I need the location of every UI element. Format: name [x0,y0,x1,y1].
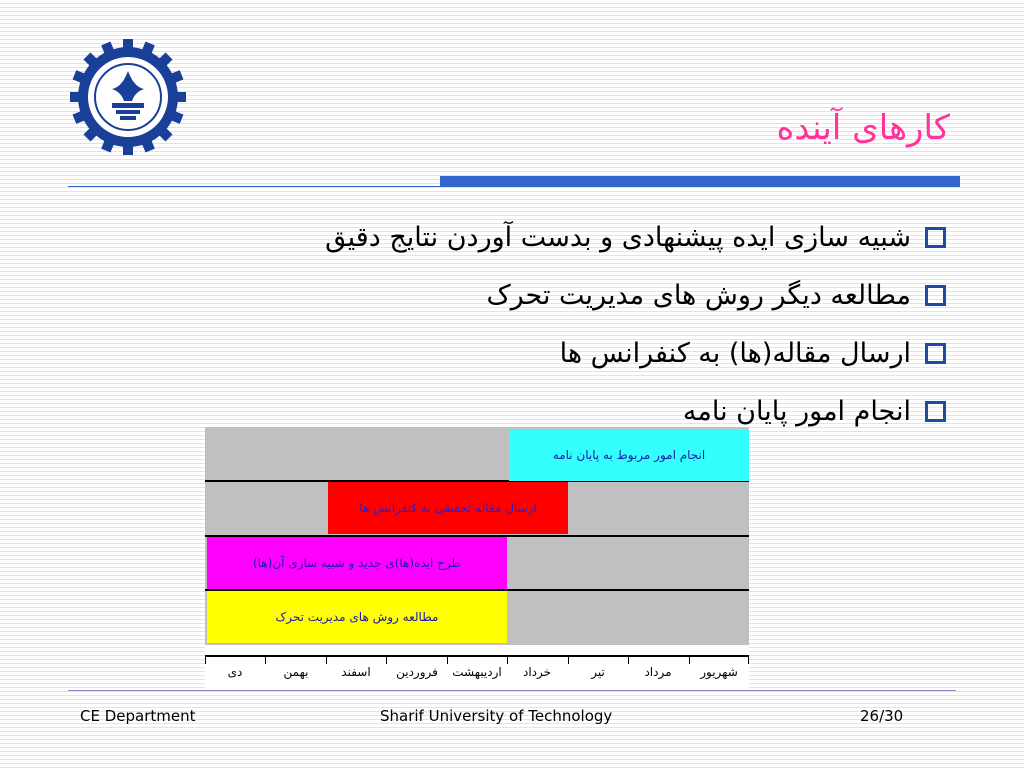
gantt-month-label: بهمن [283,665,309,679]
gantt-row-divider [205,480,749,482]
bullet-item: ارسال مقاله(ها) به کنفرانس ها [325,324,946,382]
gantt-month-tick [628,655,629,664]
footer-rule [68,690,956,691]
university-logo [68,37,188,157]
square-bullet-icon [925,226,946,248]
gantt-month-tick [568,655,569,664]
gantt-row-divider [205,589,749,591]
gantt-month-label: اردیبهشت [452,665,502,679]
gantt-month-label: مرداد [644,665,672,679]
gantt-chart: دی بهمن اسفند فروردین اردیبهشت خرداد تیر مرداد ش… [205,427,749,689]
title-rule-thick [440,176,960,187]
footer-page-number: 26/30 [860,707,904,725]
square-bullet-icon [925,400,946,422]
gantt-task-label: مطالعه روش های مدیریت تحرک [275,610,439,624]
gantt-month-label: تیر [591,665,605,679]
gantt-row-divider [205,535,749,537]
footer-university: Sharif University of Technology [380,707,613,725]
gantt-task-label: ارسال مقاله تحقیقی به کنفرانس ها [359,501,537,515]
bullet-text: مطالعه دیگر روش های مدیریت تحرک [486,279,911,311]
footer-department: CE Department [80,707,196,725]
gantt-month-label: فروردین [396,665,438,679]
gantt-month-tick [326,655,327,664]
gantt-month-tick [265,655,266,664]
gantt-month-label: شهریور [700,665,738,679]
gantt-task-bar: ارسال مقاله تحقیقی به کنفرانس ها [328,482,568,534]
bullet-text: ارسال مقاله(ها) به کنفرانس ها [559,337,911,369]
gantt-month-tick [507,655,508,664]
gantt-month-label: اسفند [341,665,371,679]
bullet-list: شبیه سازی ایده پیشنهادی و بدست آوردن نتا… [325,208,946,440]
gantt-task-label: طرح ایده(ها)ی جدید و شبیه سازی آن(ها) [252,556,462,570]
gantt-task-label: انجام امور مربوط به پایان نامه [552,448,706,462]
gantt-month-tick [748,655,749,664]
bullet-item: انجام امور پایان نامه [325,382,946,440]
gantt-month-label: خرداد [522,665,552,679]
gantt-task-bar: مطالعه روش های مدیریت تحرک [207,591,507,643]
title-rule-thin [68,186,440,187]
gantt-task-bar: طرح ایده(ها)ی جدید و شبیه سازی آن(ها) [207,537,507,589]
bullet-item: مطالعه دیگر روش های مدیریت تحرک [325,266,946,324]
gantt-month-tick [447,655,448,664]
sharif-seal-icon [70,39,186,155]
bullet-item: شبیه سازی ایده پیشنهادی و بدست آوردن نتا… [325,208,946,266]
gantt-month-tick [386,655,387,664]
gantt-axis-line [205,655,749,657]
gantt-month-axis: دی بهمن اسفند فروردین اردیبهشت خرداد تیر مرداد ش… [205,655,749,689]
gantt-task-bar: انجام امور مربوط به پایان نامه [509,429,749,481]
bullet-text: انجام امور پایان نامه [682,395,911,427]
gantt-month-label: دی [227,665,243,679]
gantt-month-tick [689,655,690,664]
slide-title: کارهای آینده [776,108,950,148]
square-bullet-icon [925,284,946,306]
gantt-month-tick [205,655,206,664]
bullet-text: شبیه سازی ایده پیشنهادی و بدست آوردن نتا… [325,221,911,253]
square-bullet-icon [925,342,946,364]
